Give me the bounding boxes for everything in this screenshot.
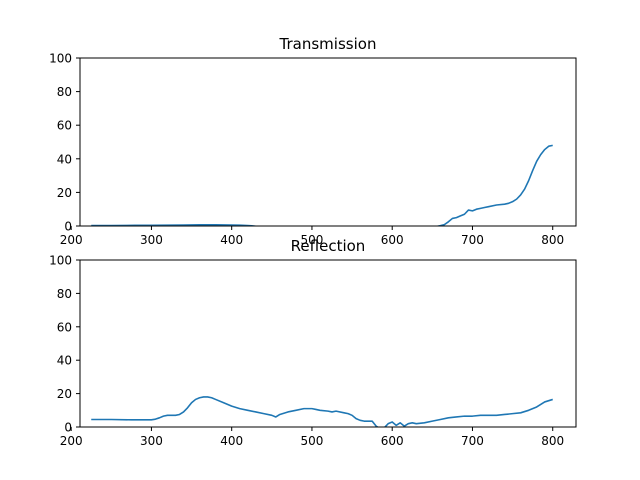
reflection-title: Reflection: [291, 237, 366, 255]
transmission-x-tick-label: 300: [140, 233, 163, 247]
transmission-x-tick-label: 400: [220, 233, 243, 247]
reflection-x-tick-label: 500: [300, 434, 323, 448]
transmission-x-tick-label: 500: [300, 233, 323, 247]
transmission-axes: 200 300 400 500 600 700 800 0 20 40 60 80 100: [49, 52, 564, 248]
reflection-x-tick-label: 600: [381, 434, 404, 448]
reflection-axes: 200 300 400 500 600 700 800 0 20 40 60 80 100: [49, 254, 564, 449]
reflection-series-line-0: [91, 396, 553, 427]
transmission-chart: Transmission 200 300 400 500 600 700 800 0 20 40 6…: [49, 35, 577, 248]
transmission-plot-frame: [79, 57, 577, 227]
reflection-x-tick-label: 400: [220, 434, 243, 448]
reflection-x-tick-label: 200: [60, 434, 83, 448]
reflection-x-tick-label: 700: [461, 434, 484, 448]
reflection-x-tick-label: 800: [541, 434, 564, 448]
transmission-y-tick-label: 80: [57, 85, 72, 99]
transmission-y-tick-label: 40: [57, 152, 72, 166]
transmission-title: Transmission: [279, 35, 377, 53]
reflection-plot-frame: [79, 259, 577, 428]
transmission-line-layer: [91, 144, 553, 226]
transmission-x-tick-label: 600: [381, 233, 404, 247]
reflection-chart: Reflection 200 300 400 500 600 700 800 0 20 40 60 8…: [49, 237, 577, 449]
transmission-series-line-0: [91, 144, 553, 226]
transmission-x-tick-label: 200: [60, 233, 83, 247]
reflection-y-tick-label: 60: [57, 320, 72, 334]
reflection-x-tick-label: 300: [140, 434, 163, 448]
transmission-y-tick-label: 20: [57, 186, 72, 200]
reflection-y-tick-label: 20: [57, 387, 72, 401]
transmission-y-tick-label: 100: [49, 52, 72, 66]
reflection-y-tick-label: 40: [57, 354, 72, 368]
reflection-y-tick-label: 80: [57, 287, 72, 301]
reflection-line-layer: [91, 396, 553, 427]
reflection-y-tick-label: 0: [64, 421, 72, 435]
transmission-y-tick-label: 60: [57, 119, 72, 133]
transmission-y-tick-label: 0: [64, 220, 72, 234]
transmission-x-tick-label: 800: [541, 233, 564, 247]
transmission-x-tick-label: 700: [461, 233, 484, 247]
reflection-y-tick-label: 100: [49, 254, 72, 268]
